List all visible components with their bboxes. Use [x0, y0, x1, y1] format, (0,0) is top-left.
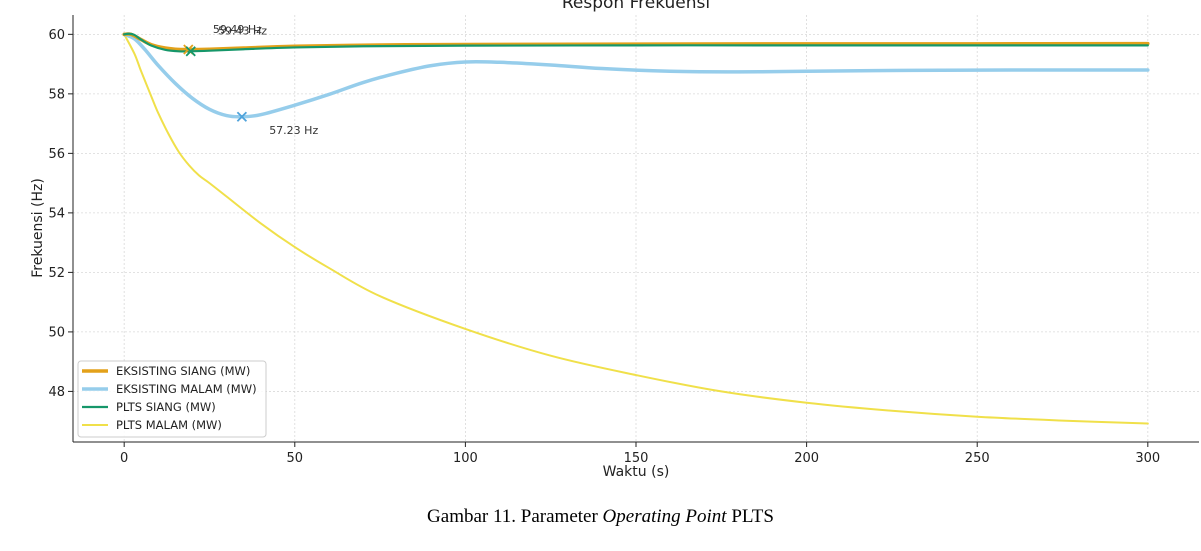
legend: EKSISTING SIANG (MW) EKSISTING MALAM (MW)… [77, 360, 267, 438]
x-tick-label: 200 [794, 451, 819, 466]
x-tick-label: 250 [965, 451, 990, 466]
legend-item: EKSISTING MALAM (MW) [82, 382, 257, 396]
legend-label: EKSISTING MALAM (MW) [116, 382, 257, 396]
y-tick-label: 60 [48, 28, 65, 43]
annotation-label: 59.49 Hz [213, 23, 262, 36]
y-tick-label: 48 [48, 385, 65, 400]
y-tick-label: 58 [48, 87, 65, 102]
legend-item: PLTS MALAM (MW) [82, 418, 222, 432]
series-line [123, 33, 1149, 425]
marker-stroke [236, 111, 248, 122]
marker-stroke [185, 46, 196, 57]
figure-caption: Gambar 11. Parameter Operating Point PLT… [0, 506, 1201, 528]
y-tick-label: 50 [48, 325, 65, 340]
x-tick-label: 100 [453, 451, 478, 466]
y-axis-label: Frekuensi (Hz) [30, 178, 46, 278]
series-line [122, 32, 1150, 119]
grid-lines [73, 15, 1199, 442]
x-tick-label: 50 [287, 451, 304, 466]
annotation-label: 59.43 Hz [218, 24, 267, 37]
min-marker [185, 46, 196, 57]
legend-label: EKSISTING SIANG (MW) [116, 364, 250, 378]
y-tick-label: 54 [48, 206, 65, 221]
x-tick-label: 150 [624, 451, 649, 466]
y-tick-label: 56 [48, 147, 65, 162]
frequency-response-chart: 0 50 100 150 200 250 300 48 50 52 54 56 58 60 59.49 H… [30, 0, 1199, 480]
axes: 0 50 100 150 200 250 300 48 50 52 54 56 58 60 [48, 15, 1199, 466]
min-marker [236, 111, 248, 122]
legend-item: PLTS SIANG (MW) [82, 400, 216, 414]
caption-suffix: PLTS [726, 506, 774, 527]
x-tick-label: 0 [120, 451, 128, 466]
x-tick-label: 300 [1135, 451, 1160, 466]
series-lines [122, 32, 1150, 425]
chart-title: Respon Frekuensi [562, 0, 710, 13]
series-line [123, 32, 1149, 53]
legend-label: PLTS MALAM (MW) [116, 418, 222, 432]
y-tick-label: 52 [48, 266, 65, 281]
annotation-label: 57.23 Hz [269, 124, 318, 137]
legend-label: PLTS SIANG (MW) [116, 400, 216, 414]
caption-italic: Operating Point [602, 506, 727, 527]
x-axis-label: Waktu (s) [603, 464, 670, 480]
legend-box [77, 360, 267, 438]
legend-item: EKSISTING SIANG (MW) [82, 364, 250, 378]
caption-prefix: Gambar 11. Parameter [427, 506, 603, 527]
